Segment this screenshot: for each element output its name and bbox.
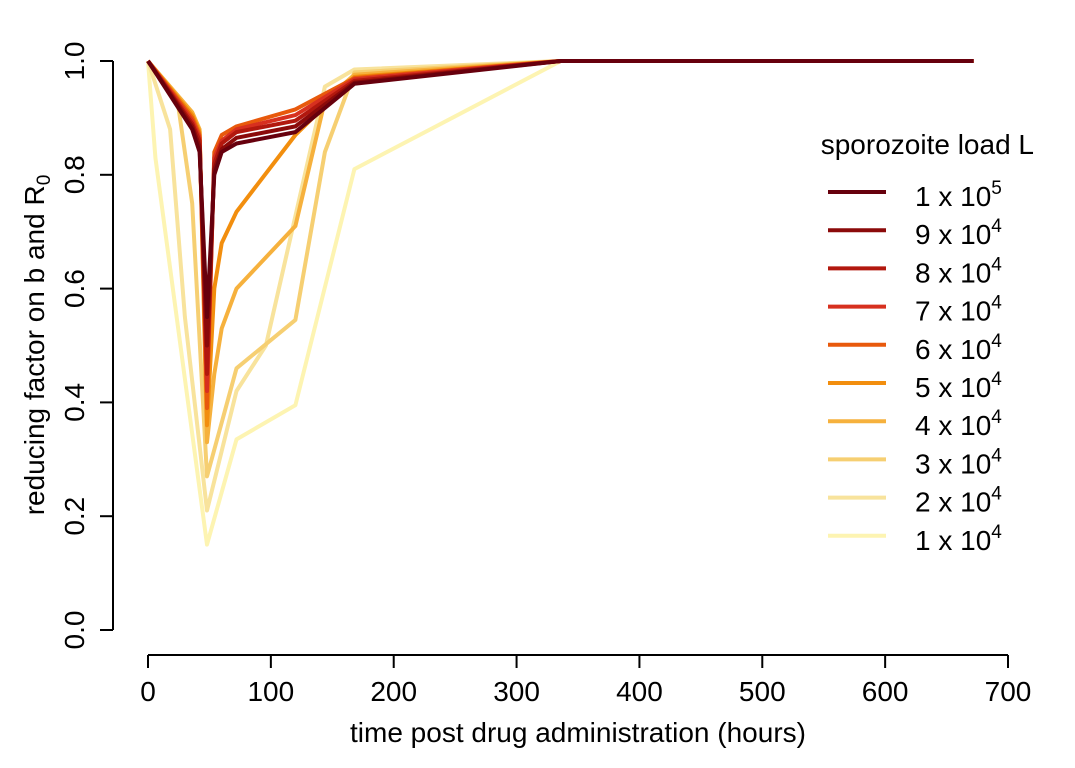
y-tick-label: 0.8 xyxy=(59,155,90,194)
legend-label-base: 4 x 10 xyxy=(915,410,991,441)
x-tick-label: 400 xyxy=(616,676,663,707)
x-tick-label: 100 xyxy=(247,676,294,707)
legend-label-base: 8 x 10 xyxy=(915,257,991,288)
legend-label-exponent: 4 xyxy=(991,445,1002,466)
legend-label-exponent: 4 xyxy=(991,369,1002,390)
legend-label: 3 x 104 xyxy=(915,445,1002,479)
legend-label: 6 x 104 xyxy=(915,331,1002,365)
y-tick-label: 1.0 xyxy=(59,42,90,81)
legend-label: 2 x 104 xyxy=(915,484,1002,518)
legend-label: 7 x 104 xyxy=(915,293,1002,327)
legend-label-exponent: 4 xyxy=(991,522,1002,543)
legend-label: 4 x 104 xyxy=(915,407,1002,441)
legend-label-base: 1 x 10 xyxy=(915,181,991,212)
legend-label: 5 x 104 xyxy=(915,369,1002,403)
series-line xyxy=(146,59,974,411)
legend-label-exponent: 5 xyxy=(991,178,1002,199)
legend-label-base: 3 x 10 xyxy=(915,448,991,479)
legend-label-base: 6 x 10 xyxy=(915,334,991,365)
legend-label-exponent: 4 xyxy=(991,484,1002,505)
legend-label-base: 7 x 10 xyxy=(915,296,991,327)
x-tick-label: 200 xyxy=(370,676,417,707)
legend-label-base: 5 x 10 xyxy=(915,372,991,403)
x-axis-title: time post drug administration (hours) xyxy=(350,717,806,748)
y-axis: 0.0 0.2 0.4 0.6 0.8 1.0 xyxy=(59,42,114,650)
legend-label-base: 1 x 10 xyxy=(915,525,991,556)
legend-label-exponent: 4 xyxy=(991,293,1002,314)
x-tick-label: 300 xyxy=(493,676,540,707)
x-tick-label: 700 xyxy=(985,676,1032,707)
series-line xyxy=(146,59,974,348)
y-axis-title: reducing factor on b and R0 xyxy=(19,175,55,516)
x-tick-label: 600 xyxy=(862,676,909,707)
x-tick-label: 0 xyxy=(140,676,156,707)
x-axis: 0 100 200 300 400 500 600 700 xyxy=(140,654,1032,707)
legend-title: sporozoite load L xyxy=(821,129,1034,160)
legend-label-exponent: 4 xyxy=(991,216,1002,237)
legend-label: 8 x 104 xyxy=(915,254,1002,288)
series-line xyxy=(146,59,974,319)
legend-label-exponent: 4 xyxy=(991,331,1002,352)
x-tick-label: 500 xyxy=(739,676,786,707)
y-axis-title-subscript: 0 xyxy=(34,175,55,186)
y-tick-label: 0.6 xyxy=(59,269,90,308)
legend-label-exponent: 4 xyxy=(991,407,1002,428)
y-tick-label: 0.0 xyxy=(59,611,90,650)
legend-label-exponent: 4 xyxy=(991,254,1002,275)
legend-label: 1 x 105 xyxy=(915,178,1002,212)
legend-label-base: 2 x 10 xyxy=(915,487,991,518)
y-tick-label: 0.2 xyxy=(59,497,90,536)
y-axis-title-main: reducing factor on b and R xyxy=(19,185,50,515)
legend-label: 1 x 104 xyxy=(915,522,1002,556)
series-lines xyxy=(146,59,974,547)
series-line xyxy=(146,59,974,547)
legend-label-base: 9 x 10 xyxy=(915,219,991,250)
legend-label: 9 x 104 xyxy=(915,216,1002,250)
y-tick-label: 0.4 xyxy=(59,383,90,422)
